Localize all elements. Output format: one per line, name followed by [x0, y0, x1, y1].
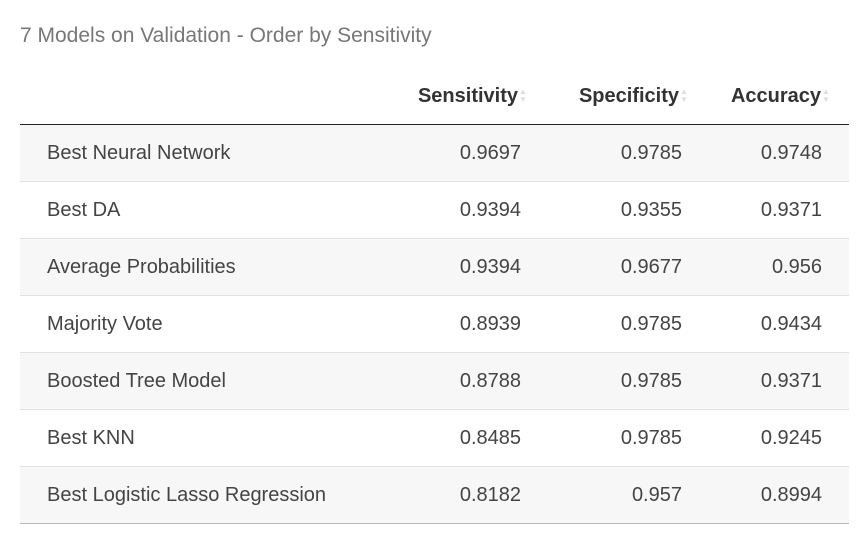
- cell-specificity: 0.9355: [523, 181, 683, 239]
- cell-model: Average Probabilities: [20, 238, 360, 296]
- table-caption: 7 Models on Validation - Order by Sensit…: [20, 24, 432, 47]
- sort-icon[interactable]: ▲ ▼: [519, 86, 527, 104]
- header-sensitivity-label: Sensitivity: [417, 84, 518, 107]
- cell-specificity: 0.9785: [523, 409, 683, 467]
- cell-accuracy: 0.9371: [683, 352, 849, 410]
- header-specificity-label: Specificity: [578, 84, 679, 107]
- table-row: Best Neural Network 0.9697 0.9785 0.9748: [20, 124, 849, 182]
- cell-specificity: 0.9785: [523, 352, 683, 410]
- table-row: Majority Vote 0.8939 0.9785 0.9434: [20, 295, 849, 353]
- cell-specificity: 0.9677: [523, 238, 683, 296]
- cell-accuracy: 0.9748: [683, 124, 849, 182]
- cell-sensitivity: 0.8939: [360, 295, 523, 353]
- header-row: Sensitivity ▲ ▼ Specificity ▲ ▼ Accuracy ▲…: [20, 68, 849, 125]
- header-accuracy-label: Accuracy: [730, 84, 821, 107]
- cell-specificity: 0.9785: [523, 124, 683, 182]
- table-row: Boosted Tree Model 0.8788 0.9785 0.9371: [20, 352, 849, 410]
- cell-sensitivity: 0.8485: [360, 409, 523, 467]
- cell-sensitivity: 0.8788: [360, 352, 523, 410]
- header-accuracy[interactable]: Accuracy ▲ ▼: [683, 68, 849, 125]
- cell-model: Best Logistic Lasso Regression: [20, 466, 360, 524]
- header-sensitivity[interactable]: Sensitivity ▲ ▼: [360, 68, 527, 125]
- cell-model: Boosted Tree Model: [20, 352, 360, 410]
- table-row: Average Probabilities 0.9394 0.9677 0.95…: [20, 238, 849, 296]
- cell-specificity: 0.957: [523, 466, 683, 524]
- sort-icon[interactable]: ▲ ▼: [680, 86, 688, 104]
- cell-accuracy: 0.956: [683, 238, 849, 296]
- models-table: Sensitivity ▲ ▼ Specificity ▲ ▼ Accuracy ▲…: [20, 68, 849, 524]
- cell-specificity: 0.9785: [523, 295, 683, 353]
- cell-model: Best Neural Network: [20, 124, 360, 182]
- cell-accuracy: 0.9371: [683, 181, 849, 239]
- cell-accuracy: 0.9245: [683, 409, 849, 467]
- header-specificity[interactable]: Specificity ▲ ▼: [523, 68, 688, 125]
- cell-sensitivity: 0.9394: [360, 238, 523, 296]
- table-row: Best KNN 0.8485 0.9785 0.9245: [20, 409, 849, 467]
- cell-sensitivity: 0.9394: [360, 181, 523, 239]
- sort-icon[interactable]: ▲ ▼: [822, 86, 830, 104]
- cell-model: Best DA: [20, 181, 360, 239]
- cell-accuracy: 0.9434: [683, 295, 849, 353]
- cell-model: Majority Vote: [20, 295, 360, 353]
- cell-sensitivity: 0.9697: [360, 124, 523, 182]
- cell-accuracy: 0.8994: [683, 466, 849, 524]
- table-row: Best DA 0.9394 0.9355 0.9371: [20, 181, 849, 239]
- header-model: [20, 68, 360, 125]
- table-row: Best Logistic Lasso Regression 0.8182 0.…: [20, 466, 849, 524]
- cell-sensitivity: 0.8182: [360, 466, 523, 524]
- cell-model: Best KNN: [20, 409, 360, 467]
